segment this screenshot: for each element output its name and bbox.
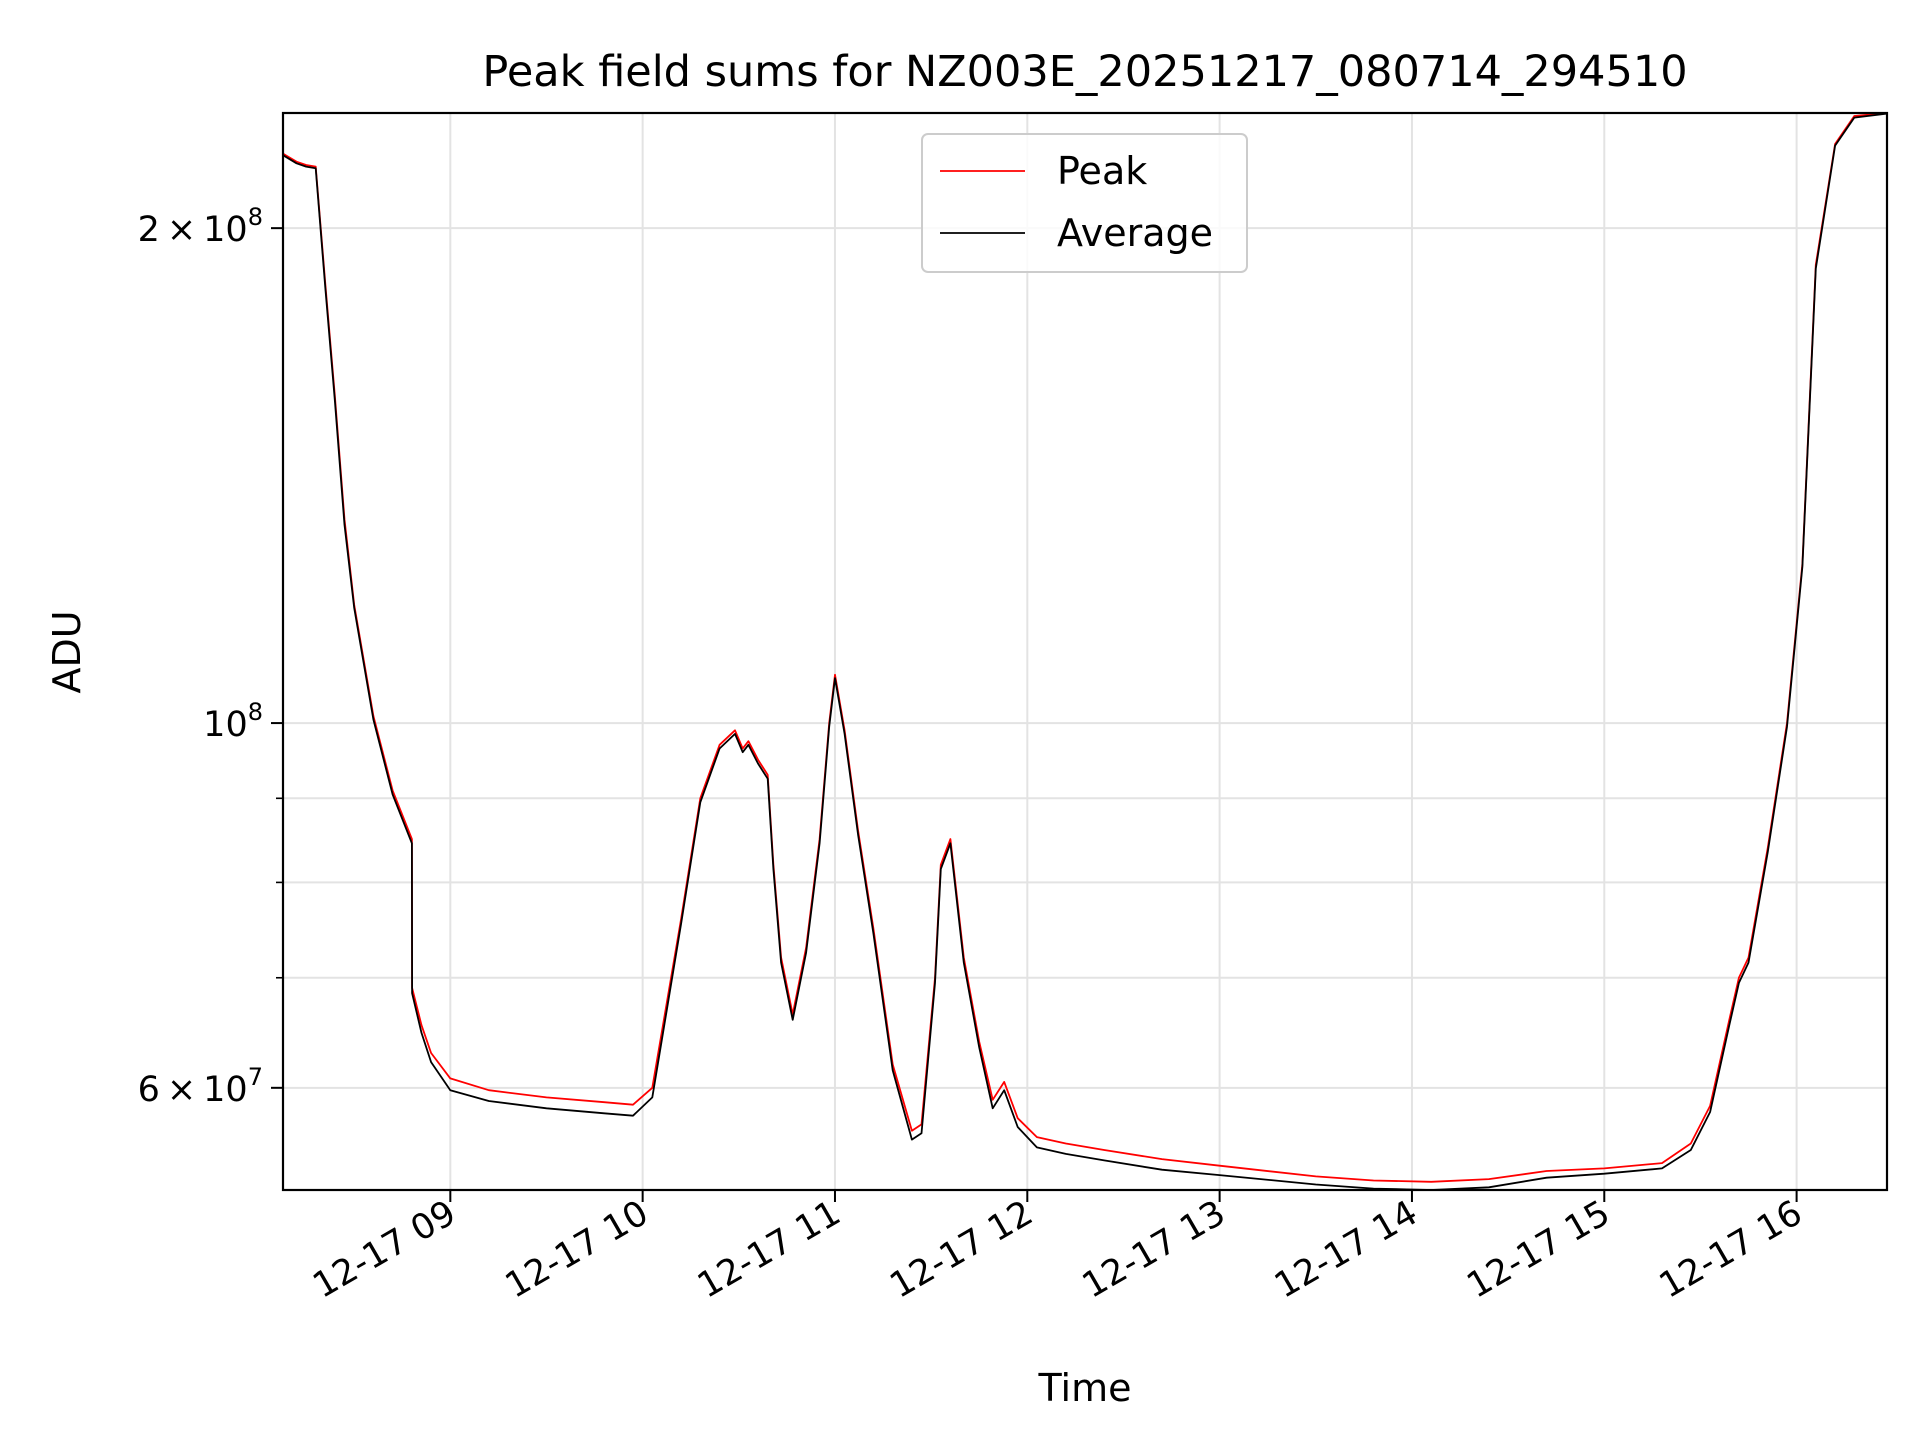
- series-line-average: [282, 112, 1888, 1191]
- legend-label-peak: Peak: [1057, 149, 1147, 193]
- y-tick-label: 6 × 107: [138, 1063, 263, 1110]
- legend: Peak Average: [921, 133, 1248, 273]
- chart-title: Peak field sums for NZ003E_20251217_0807…: [482, 47, 1687, 97]
- x-axis-label: Time: [1038, 1366, 1132, 1410]
- y-tick-label: 108: [203, 698, 263, 745]
- series-layer: [282, 112, 1888, 1191]
- legend-box: [921, 133, 1248, 273]
- y-tick-label: 2 × 108: [138, 203, 263, 250]
- plot-frame: [281, 111, 1889, 1192]
- legend-label-average: Average: [1057, 211, 1213, 255]
- y-axis-label: ADU: [45, 610, 89, 693]
